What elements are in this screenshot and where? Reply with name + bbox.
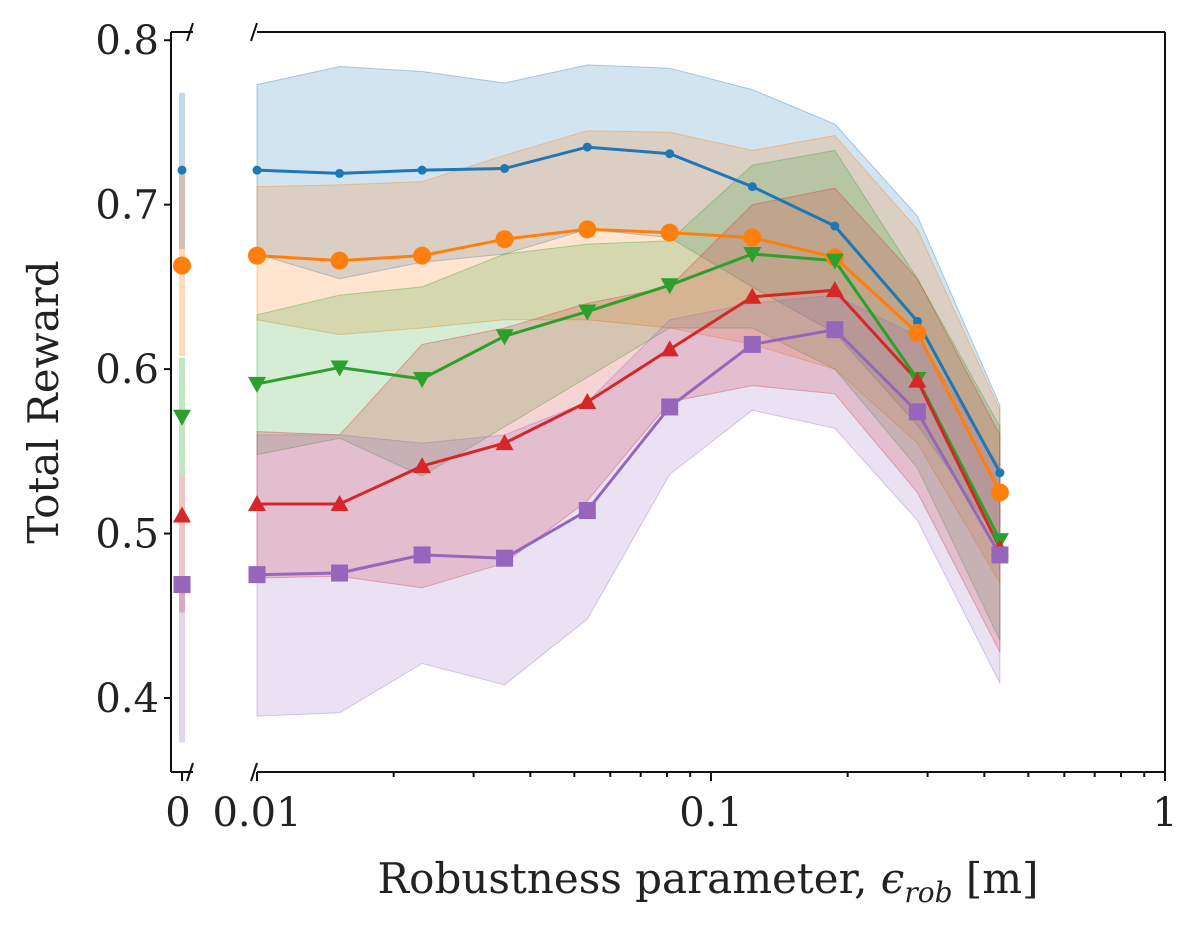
- marker-orange: [990, 483, 1009, 502]
- marker-purple: [661, 398, 679, 416]
- zero-marker-red: [173, 506, 191, 523]
- tick-marks: 0.4 0.5 0.6 0.7 0.8 0.01 0.1 1 0: [95, 18, 1177, 836]
- line-green: [256, 252, 1002, 541]
- marker-orange: [330, 251, 349, 270]
- marker-orange: [248, 246, 266, 265]
- axis-break-mark: [186, 22, 194, 42]
- axis-break-mark: [186, 762, 194, 782]
- marker-blue: [912, 316, 922, 326]
- y-tick-label: 0.5: [95, 512, 159, 558]
- marker-blue: [747, 182, 757, 192]
- marker-green: [743, 247, 762, 263]
- zero-marker-blue: [177, 165, 187, 175]
- marker-purple: [826, 321, 844, 339]
- line-red: [257, 288, 1002, 550]
- zero-marker-green: [173, 409, 191, 426]
- x-tick-label: 0.01: [212, 790, 301, 836]
- marker-blue: [665, 149, 675, 159]
- marker-red: [908, 371, 927, 388]
- y-tick-label: 0.4: [95, 676, 159, 722]
- confidence-bands: [179, 64, 1001, 743]
- band-orange: [256, 130, 1001, 585]
- marker-purple: [578, 502, 596, 520]
- marker-green: [495, 329, 514, 346]
- marker-orange: [578, 220, 597, 239]
- marker-blue: [582, 142, 592, 152]
- x-axis-title: Robustness parameter, ϵrob [m]: [378, 854, 1039, 909]
- series-markers: [173, 142, 1009, 594]
- band-red: [256, 187, 1001, 653]
- marker-blue: [417, 165, 427, 175]
- y-axis-title: Total Reward: [19, 260, 68, 543]
- marker-purple: [496, 549, 514, 567]
- marker-red: [330, 494, 349, 511]
- zero-marker-orange: [173, 256, 191, 275]
- marker-blue: [335, 168, 345, 178]
- marker-blue: [995, 468, 1005, 478]
- marker-green: [825, 253, 844, 270]
- marker-purple: [743, 335, 761, 353]
- marker-red: [660, 340, 679, 357]
- marker-orange: [743, 228, 762, 247]
- x-axis-title-subscript: rob: [904, 876, 952, 909]
- marker-orange: [660, 223, 679, 242]
- y-tick-label: 0.8: [95, 18, 159, 64]
- marker-red: [495, 434, 514, 451]
- marker-green: [578, 304, 597, 321]
- x-axis-title-unit: [m]: [953, 854, 1039, 903]
- marker-orange: [908, 323, 927, 342]
- marker-green: [413, 371, 432, 388]
- marker-green: [660, 278, 679, 295]
- series-lines: [256, 145, 1002, 577]
- line-blue: [256, 145, 1002, 474]
- marker-purple: [413, 546, 431, 564]
- line-purple: [256, 327, 1002, 577]
- axis-break-mark: [250, 762, 258, 782]
- marker-green: [330, 360, 349, 377]
- marker-purple: [908, 403, 926, 421]
- marker-blue: [830, 221, 840, 231]
- marker-blue: [252, 165, 262, 175]
- marker-red: [743, 287, 762, 304]
- zero-band-purple: [179, 582, 185, 743]
- x-tick-label: 1: [1152, 790, 1177, 836]
- marker-red: [248, 494, 266, 511]
- marker-red: [578, 393, 597, 409]
- x-axis-title-main: Robustness parameter,: [378, 854, 881, 903]
- x-zero-tick-label: 0: [165, 790, 190, 836]
- x-axis-title-symbol: ϵ: [881, 854, 905, 903]
- axis-break-mark: [250, 22, 258, 42]
- marker-blue: [500, 163, 510, 173]
- zero-band-red: [179, 476, 185, 613]
- marker-orange: [413, 246, 432, 265]
- x-tick-label: 0.1: [679, 790, 743, 836]
- marker-orange: [495, 230, 514, 249]
- marker-green: [248, 376, 266, 393]
- band-purple: [256, 294, 1001, 717]
- marker-purple: [991, 546, 1009, 564]
- y-tick-label: 0.6: [95, 347, 159, 393]
- marker-purple: [331, 564, 349, 582]
- zero-marker-purple: [173, 576, 191, 594]
- marker-red: [413, 457, 432, 474]
- marker-purple: [248, 566, 266, 584]
- marker-red: [825, 281, 844, 298]
- y-tick-label: 0.7: [95, 183, 159, 229]
- line-orange: [256, 227, 1002, 494]
